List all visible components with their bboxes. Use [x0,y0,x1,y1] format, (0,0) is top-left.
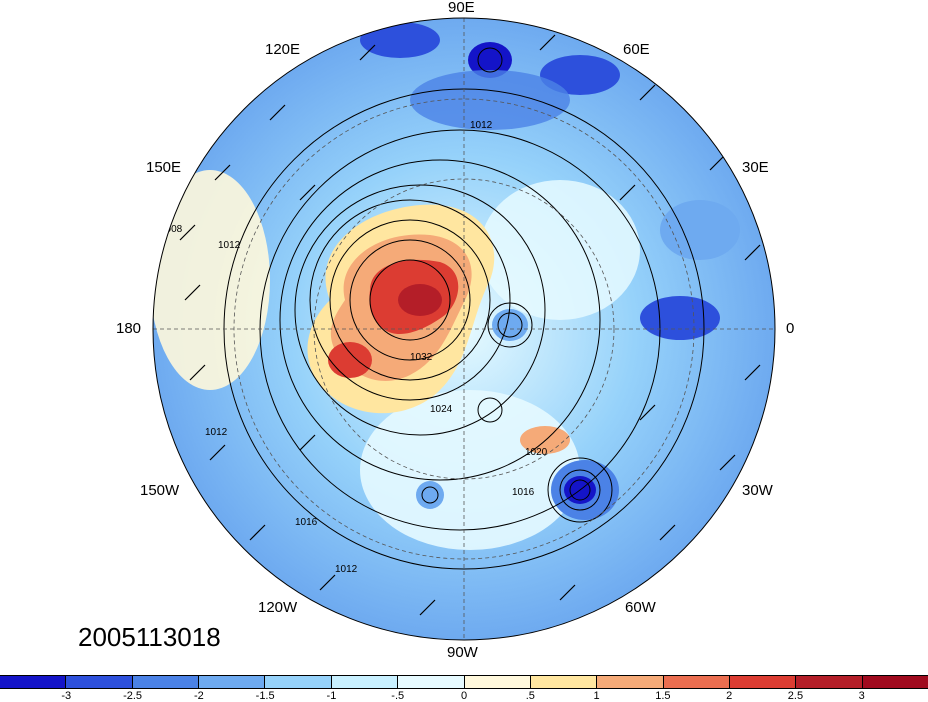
lon-label-150e: 150E [146,159,182,176]
colorbar-cell [597,676,664,688]
lon-label-90w: 90W [447,644,478,661]
colorbar-cell [0,676,67,688]
colorbar-tick-label: 1.5 [655,690,671,702]
lon-label-180: 180 [116,320,142,337]
map-disk: 1008 1012 1012 1012 1012 1016 1016 1020 … [153,18,775,640]
contour-label: 1016 [295,517,318,528]
contour-label: 1024 [430,404,453,415]
colorbar-cell [199,676,266,688]
colorbar-tick-label: 2 [726,690,733,702]
contour-label: 1016 [512,487,535,498]
lon-label-60w: 60W [625,599,656,616]
colorbar-tick-label: -1.5 [255,690,275,702]
contour-label: 1012 [218,240,241,251]
colorbar-cell [265,676,332,688]
warm-anomaly-core [328,342,372,378]
lon-label-90e: 90E [448,0,475,16]
contour-label: 1008 [160,224,183,235]
colorbar-tick-label: -3 [61,690,72,702]
lon-label-60e: 60E [623,41,650,58]
colorbar-tick-label: 0 [460,690,468,702]
colorbar-cell [729,676,797,688]
contour-label: 1032 [410,352,433,363]
colorbar-tick-label: -2 [193,690,204,702]
wind-barbs [179,34,761,616]
lon-label-30e: 30E [742,159,769,176]
colorbar [0,675,928,689]
colorbar-tick-label: -.5 [391,690,405,702]
colorbar-cell [331,676,399,688]
lon-label-150w: 150W [140,482,180,499]
contour-label: 1012 [205,427,228,438]
isobars [223,47,705,570]
lon-label-30w: 30W [742,482,773,499]
colorbar-tick-label: 3 [858,690,865,702]
colorbar-tick-label: -1 [326,690,337,702]
colorbar-cell [530,676,598,688]
lon-label-120w: 120W [258,599,298,616]
contour-label: 1012 [335,564,358,575]
colorbar-tick-label: 1 [593,690,600,702]
timestamp-label: 2005113018 [78,622,221,652]
colorbar-cell [796,676,863,688]
colorbar-cell [66,676,133,688]
colorbar-cell [663,676,730,688]
colorbar-cell [132,676,200,688]
lon-label-0: 0 [786,320,795,337]
colorbar-cell [862,676,928,688]
colorbar-cell [464,676,531,688]
graticule [153,18,775,640]
colorbar-tick-label: .5 [525,690,535,702]
map-border [152,17,776,641]
lon-label-120e: 120E [265,41,301,58]
colorbar-tick-label: 2.5 [787,690,804,702]
colorbar-cell [398,676,465,688]
contour-label: 1012 [470,120,493,131]
contour-label: 1020 [525,447,548,458]
contour-label-group: 1008 1012 1012 1012 1012 1016 1016 1020 … [160,120,548,575]
colorbar-tick-label: -2.5 [123,690,143,702]
